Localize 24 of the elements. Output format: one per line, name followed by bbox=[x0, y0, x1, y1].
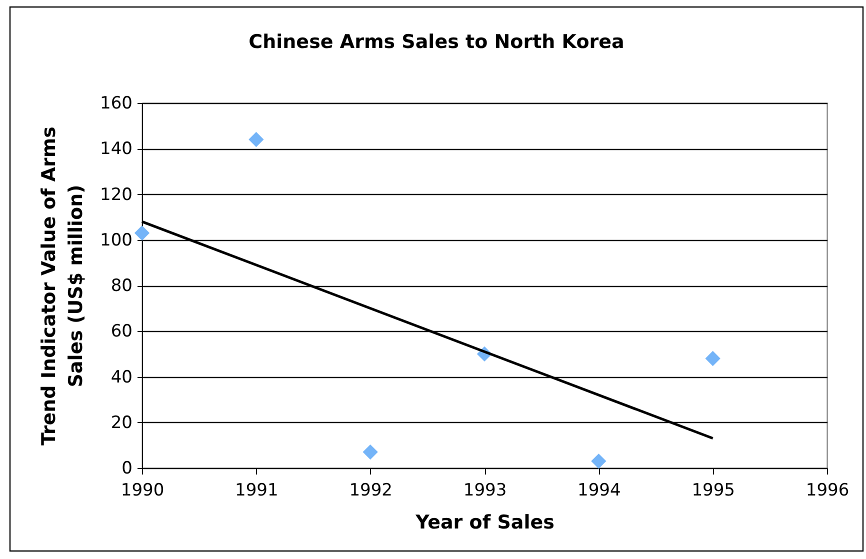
y-tick-label: 20 bbox=[110, 412, 132, 433]
y-tick-label: 140 bbox=[100, 139, 132, 160]
x-tick-label: 1992 bbox=[349, 480, 392, 500]
x-tick-label: 1991 bbox=[235, 480, 278, 500]
x-tick-label: 1995 bbox=[692, 480, 735, 500]
x-tick-label: 1993 bbox=[463, 480, 507, 500]
x-tick-label: 1994 bbox=[578, 480, 621, 500]
y-tick-label: 100 bbox=[100, 230, 132, 250]
y-tick-label: 80 bbox=[110, 276, 132, 296]
point bbox=[591, 454, 606, 469]
x-tick-label: 1996 bbox=[806, 480, 850, 500]
x-axis-title: Year of Sales bbox=[414, 512, 554, 534]
y-tick-label: 60 bbox=[110, 322, 132, 342]
x-tick-label: 1990 bbox=[120, 480, 164, 500]
y-tick-label: 40 bbox=[110, 367, 132, 388]
point bbox=[248, 132, 264, 148]
chart-title: Chinese Arms Sales to North Korea bbox=[248, 31, 624, 53]
point bbox=[705, 350, 720, 366]
point bbox=[134, 225, 150, 241]
point bbox=[362, 444, 378, 460]
y-tick-label: 160 bbox=[100, 94, 132, 114]
y-axis-title: Trend Indicator Value of Arms Sales (US$ million) bbox=[38, 126, 88, 446]
y-tick-label: 120 bbox=[100, 184, 132, 205]
y-tick-label: 0 bbox=[122, 458, 132, 478]
